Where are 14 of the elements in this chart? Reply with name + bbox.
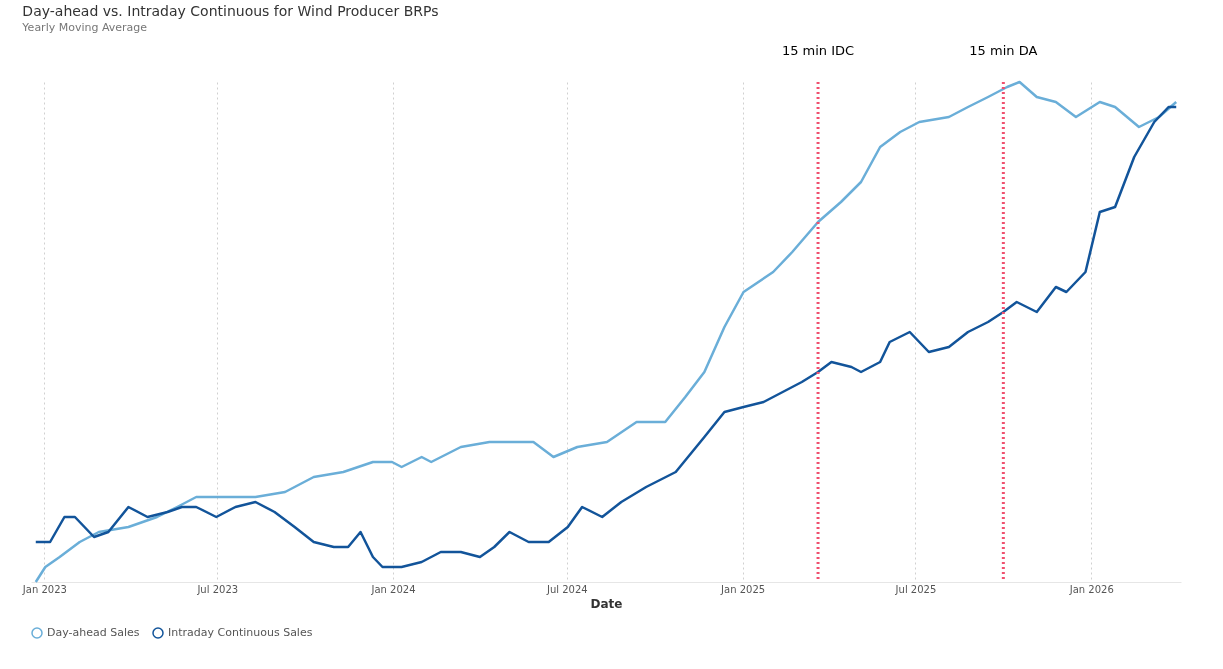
legend-label: Day-ahead Sales [47,626,140,639]
x-tick-label: Jul 2024 [545,583,588,595]
x-tick-label: Jul 2025 [894,583,937,595]
ref-line-label: 15 min DA [969,43,1038,58]
ref-line-label: 15 min IDC [781,43,855,58]
x-tick-label: Jan 2025 [720,583,766,595]
x-axis-title: Date [590,596,623,611]
x-tick-label: Jan 2023 [21,583,67,595]
chart-title: Day-ahead vs. Intraday Continuous for Wind Producer BRPs [22,3,439,19]
x-tick-label: Jan 2026 [1068,583,1114,595]
legend-label: Intraday Continuous Sales [168,626,313,639]
x-tick-label: Jan 2024 [370,583,416,595]
chart-subtitle: Yearly Moving Average [21,21,148,34]
x-tick-label: Jul 2023 [196,583,239,595]
